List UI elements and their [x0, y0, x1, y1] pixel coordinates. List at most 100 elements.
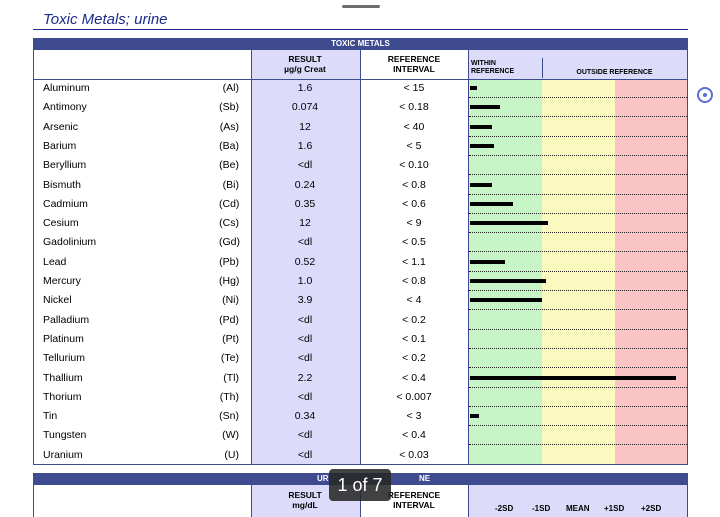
- reference-interval: < 0.18: [399, 101, 429, 114]
- title-divider: [33, 29, 688, 30]
- row-dotted-rule: [469, 347, 687, 349]
- row-dotted-rule: [469, 193, 687, 195]
- metal-symbol: (Al): [222, 82, 239, 94]
- metal-symbol: (Sb): [219, 101, 239, 114]
- reference-header-sub: INTERVAL: [393, 64, 435, 74]
- metal-symbol: (Gd): [219, 236, 240, 249]
- row-dotted-rule: [469, 367, 687, 369]
- table-row: Platinum (Pt) <dl < 0.1: [33, 330, 688, 349]
- metal-name: Nickel: [43, 294, 72, 307]
- drag-handle[interactable]: [342, 5, 380, 8]
- metal-symbol: (Cs): [219, 217, 239, 230]
- metal-symbol: (Tl): [223, 371, 239, 384]
- reference-interval: < 0.6: [402, 197, 426, 210]
- result-value: 1.0: [297, 275, 313, 287]
- table-row: Thorium (Th) <dl < 0.007: [33, 388, 688, 407]
- table-row: Bismuth (Bi) 0.24 < 0.8: [33, 176, 688, 195]
- result-bar: [470, 124, 492, 129]
- row-dotted-rule: [469, 444, 687, 446]
- row-dotted-rule: [469, 290, 687, 291]
- caution-zone: [542, 79, 615, 465]
- row-dotted-rule: [469, 328, 687, 330]
- table-border-right: [687, 50, 688, 465]
- result-value: 0.074: [291, 101, 319, 114]
- outside-reference-header: OUTSIDE REFERENCE: [576, 69, 653, 76]
- table-row: Gadolinium (Gd) <dl < 0.5: [33, 233, 688, 253]
- column-divider: [251, 50, 252, 465]
- row-dotted-rule: [469, 309, 687, 311]
- row-dotted-rule: [469, 270, 687, 272]
- result-column-bg: [251, 50, 360, 465]
- row-dotted-rule: [469, 386, 687, 388]
- metal-name: Tin: [43, 410, 58, 423]
- metal-symbol: (Te): [220, 352, 239, 365]
- reference-interval: < 0.10: [399, 159, 429, 172]
- metal-symbol: (U): [224, 448, 239, 461]
- reference-interval: < 1.1: [402, 255, 426, 268]
- reference-interval: < 9: [406, 217, 422, 230]
- page-indicator: 1 of 7: [329, 469, 391, 501]
- result-value: 12: [299, 120, 311, 133]
- metal-symbol: (Cd): [219, 197, 240, 210]
- reference-header: REFERENCE INTERVAL: [360, 54, 468, 74]
- reference-interval: < 0.007: [396, 390, 432, 403]
- result-header-unit: µg/g Creat: [284, 64, 326, 74]
- reference-interval: < 0.4: [402, 429, 426, 442]
- result-value: <dl: [297, 429, 313, 442]
- column-divider: [468, 485, 469, 517]
- reference-header-2-sub: INTERVAL: [393, 500, 435, 510]
- graph-header-bg: [469, 485, 687, 517]
- reference-interval: < 5: [406, 139, 422, 152]
- row-dotted-rule: [469, 232, 687, 234]
- metal-name: Thorium: [43, 390, 82, 403]
- result-value: 0.35: [294, 197, 316, 210]
- metal-symbol: (Th): [219, 390, 239, 403]
- metal-name: Mercury: [43, 275, 81, 287]
- within-header-line1: WITHIN: [471, 60, 496, 67]
- row-dotted-rule: [469, 116, 687, 118]
- metal-name: Cadmium: [43, 197, 88, 210]
- metal-name: Gadolinium: [43, 236, 97, 249]
- column-divider: [360, 50, 361, 465]
- table-row: Cadmium (Cd) 0.35 < 0.6: [33, 195, 688, 214]
- metal-name: Antimony: [43, 101, 87, 114]
- reference-interval: < 0.8: [402, 178, 426, 191]
- result-value: 0.34: [294, 410, 316, 423]
- reference-interval: < 3: [406, 410, 422, 423]
- scale-label-plus2sd: +2SD: [641, 504, 662, 513]
- result-value: <dl: [297, 159, 313, 172]
- result-value: <dl: [297, 313, 313, 326]
- reference-interval: < 0.5: [402, 236, 426, 249]
- result-bar: [470, 375, 676, 380]
- reference-interval: < 0.8: [402, 275, 426, 287]
- result-value: 3.9: [297, 294, 313, 307]
- graph-header-bg: [469, 50, 687, 79]
- result-value: <dl: [297, 448, 313, 461]
- metal-name: Thallium: [43, 371, 83, 384]
- within-header-line2: REFERENCE: [471, 68, 515, 75]
- table-row: Cesium (Cs) 12 < 9: [33, 214, 688, 234]
- scale-label-minus1sd: -1SD: [532, 504, 551, 513]
- metal-name: Tellurium: [43, 352, 86, 365]
- annotation-icon[interactable]: [697, 87, 713, 103]
- within-reference-zone: [469, 79, 542, 465]
- within-reference-header: WITHIN REFERENCE: [471, 60, 514, 76]
- metal-symbol: (Sn): [219, 410, 239, 423]
- metal-name: Platinum: [43, 332, 84, 345]
- column-divider: [360, 485, 361, 517]
- scale-label-minus2sd: -2SD: [495, 504, 514, 513]
- metal-symbol: (Bi): [222, 178, 239, 191]
- reference-interval: < 0.2: [402, 352, 426, 365]
- section2-band-left: UR: [317, 474, 329, 483]
- result-value: 1.6: [297, 82, 313, 94]
- result-value: 1.6: [297, 139, 313, 152]
- metal-name: Cesium: [43, 217, 79, 230]
- outside-reference-zone: [615, 79, 687, 465]
- metal-name: Arsenic: [43, 120, 79, 133]
- metal-name: Aluminum: [43, 82, 90, 94]
- metal-symbol: (Pd): [219, 313, 239, 326]
- metal-name: Palladium: [43, 313, 90, 326]
- result-bar: [470, 298, 542, 303]
- reference-header-label: REFERENCE: [387, 54, 441, 64]
- table-border-right: [687, 485, 688, 517]
